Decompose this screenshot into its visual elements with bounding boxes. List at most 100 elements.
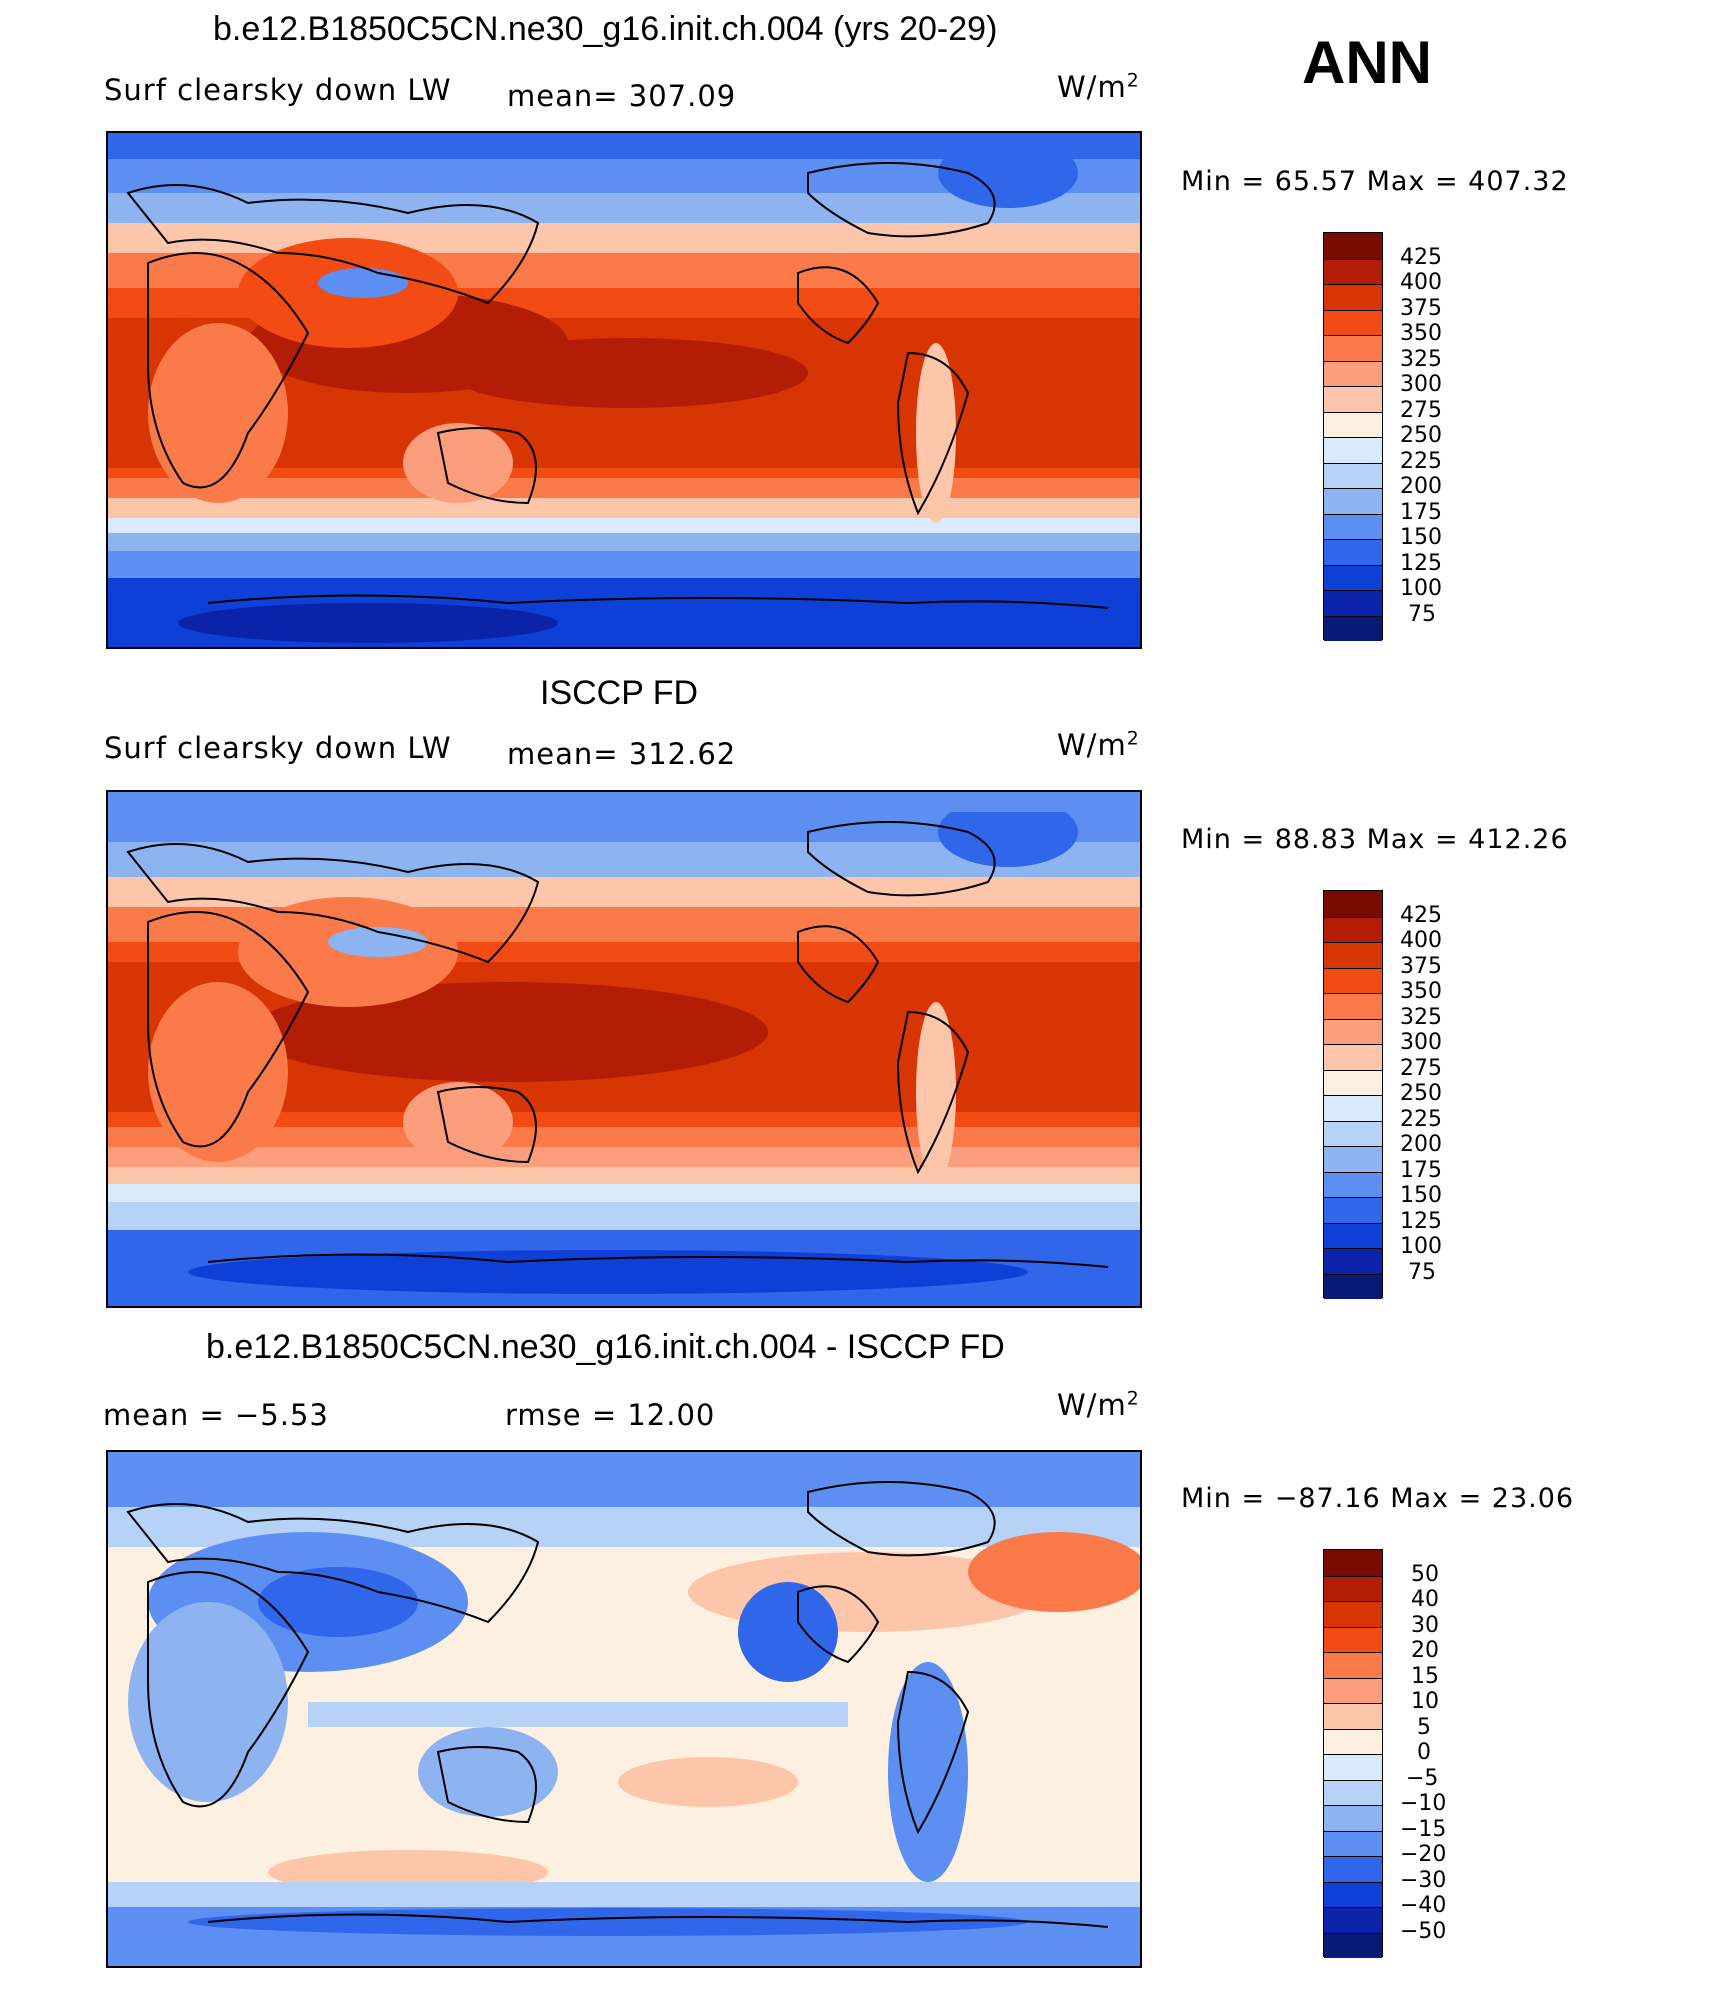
colorbar-tick-label: 75: [1408, 1260, 1436, 1285]
colorbar-tick-label: −30: [1400, 1868, 1447, 1893]
colorbar-box: [1324, 1018, 1382, 1044]
colorbar-box: [1324, 386, 1382, 412]
panel1-colorbar: [1323, 232, 1383, 641]
colorbar-box: [1324, 967, 1382, 993]
colorbar-box: [1324, 1095, 1382, 1121]
colorbar-tick-label: 250: [1400, 1081, 1442, 1106]
colorbar-box: [1324, 564, 1382, 590]
colorbar-tick-label: 275: [1400, 1056, 1442, 1081]
colorbar-box: [1324, 1146, 1382, 1172]
panel3-units: W/m2: [1057, 1388, 1140, 1422]
colorbar-box: [1324, 1069, 1382, 1095]
colorbar-tick-label: 15: [1411, 1664, 1439, 1689]
colorbar-box: [1324, 1652, 1382, 1678]
colorbar-tick-label: −10: [1400, 1791, 1447, 1816]
panel2-min-max: Min = 88.83 Max = 412.26: [1181, 824, 1569, 855]
panel1-title: b.e12.B1850C5CN.ne30_g16.init.ch.004 (yr…: [213, 10, 998, 48]
colorbar-box: [1324, 1779, 1382, 1805]
panel2-title: ISCCP FD: [540, 674, 699, 712]
colorbar-box: [1324, 1273, 1382, 1299]
colorbar-box: [1324, 1044, 1382, 1070]
colorbar-tick-label: 300: [1400, 372, 1442, 397]
colorbar-tick-label: 40: [1411, 1587, 1439, 1612]
colorbar-box: [1324, 462, 1382, 488]
colorbar-tick-label: 20: [1411, 1638, 1439, 1663]
colorbar-box: [1324, 1932, 1382, 1958]
colorbar-box: [1324, 916, 1382, 942]
colorbar-box: [1324, 1248, 1382, 1274]
colorbar-box: [1324, 615, 1382, 641]
colorbar-tick-label: −50: [1400, 1919, 1447, 1944]
panel3-colorbar: [1323, 1549, 1383, 1958]
colorbar-tick-label: 400: [1400, 928, 1442, 953]
panel3-rmse-label: rmse = 12.00: [505, 1398, 716, 1432]
colorbar-box: [1324, 1626, 1382, 1652]
colorbar-tick-label: 50: [1411, 1562, 1439, 1587]
panel1-map: [106, 131, 1142, 649]
colorbar-box: [1324, 1754, 1382, 1780]
colorbar-tick-label: 150: [1400, 1183, 1442, 1208]
colorbar-tick-label: 150: [1400, 525, 1442, 550]
colorbar-tick-label: 225: [1400, 1107, 1442, 1132]
colorbar-box: [1324, 233, 1382, 259]
colorbar-box: [1324, 993, 1382, 1019]
colorbar-tick-label: 175: [1400, 1158, 1442, 1183]
colorbar-box: [1324, 258, 1382, 284]
colorbar-tick-label: 10: [1411, 1689, 1439, 1714]
panel1-min-max: Min = 65.57 Max = 407.32: [1181, 166, 1569, 197]
colorbar-tick-label: −20: [1400, 1842, 1447, 1867]
colorbar-box: [1324, 1881, 1382, 1907]
colorbar-box: [1324, 590, 1382, 616]
colorbar-box: [1324, 1677, 1382, 1703]
colorbar-tick-label: 30: [1411, 1613, 1439, 1638]
colorbar-tick-label: 400: [1400, 270, 1442, 295]
colorbar-box: [1324, 1805, 1382, 1831]
colorbar-box: [1324, 1703, 1382, 1729]
colorbar-tick-label: 5: [1417, 1715, 1431, 1740]
colorbar-tick-label: 200: [1400, 474, 1442, 499]
colorbar-tick-label: 325: [1400, 347, 1442, 372]
colorbar-box: [1324, 1550, 1382, 1576]
panel3-map: [106, 1450, 1142, 1968]
colorbar-box: [1324, 437, 1382, 463]
colorbar-tick-label: 125: [1400, 1209, 1442, 1234]
panel1-variable-label: Surf clearsky down LW: [104, 73, 452, 107]
panel2-variable-label: Surf clearsky down LW: [104, 731, 452, 765]
colorbar-tick-label: 375: [1400, 954, 1442, 979]
panel1-units: W/m2: [1057, 70, 1140, 104]
colorbar-tick-label: 250: [1400, 423, 1442, 448]
colorbar-box: [1324, 360, 1382, 386]
colorbar-tick-label: 350: [1400, 321, 1442, 346]
colorbar-tick-label: 100: [1400, 1234, 1442, 1259]
colorbar-box: [1324, 539, 1382, 565]
colorbar-tick-label: 0: [1417, 1740, 1431, 1765]
panel3-mean-label: mean = −5.53: [103, 1398, 329, 1432]
colorbar-box: [1324, 1856, 1382, 1882]
colorbar-box: [1324, 284, 1382, 310]
colorbar-box: [1324, 1120, 1382, 1146]
panel2-map: [106, 790, 1142, 1308]
colorbar-tick-label: 200: [1400, 1132, 1442, 1157]
colorbar-box: [1324, 488, 1382, 514]
season-label: ANN: [1302, 29, 1432, 96]
colorbar-tick-label: 75: [1408, 602, 1436, 627]
colorbar-box: [1324, 309, 1382, 335]
colorbar-tick-label: 325: [1400, 1005, 1442, 1030]
colorbar-box: [1324, 1601, 1382, 1627]
colorbar-tick-label: 125: [1400, 551, 1442, 576]
panel2-colorbar: [1323, 890, 1383, 1299]
panel1-mean-label: mean= 307.09: [507, 79, 737, 113]
colorbar-tick-label: −40: [1400, 1893, 1447, 1918]
colorbar-tick-label: −5: [1406, 1766, 1439, 1791]
colorbar-box: [1324, 335, 1382, 361]
colorbar-box: [1324, 942, 1382, 968]
colorbar-box: [1324, 1830, 1382, 1856]
colorbar-box: [1324, 1222, 1382, 1248]
colorbar-box: [1324, 1728, 1382, 1754]
colorbar-tick-label: 300: [1400, 1030, 1442, 1055]
colorbar-box: [1324, 1171, 1382, 1197]
panel2-mean-label: mean= 312.62: [507, 737, 737, 771]
colorbar-tick-label: 350: [1400, 979, 1442, 1004]
panel3-min-max: Min = −87.16 Max = 23.06: [1181, 1483, 1575, 1514]
panel2-units: W/m2: [1057, 728, 1140, 762]
